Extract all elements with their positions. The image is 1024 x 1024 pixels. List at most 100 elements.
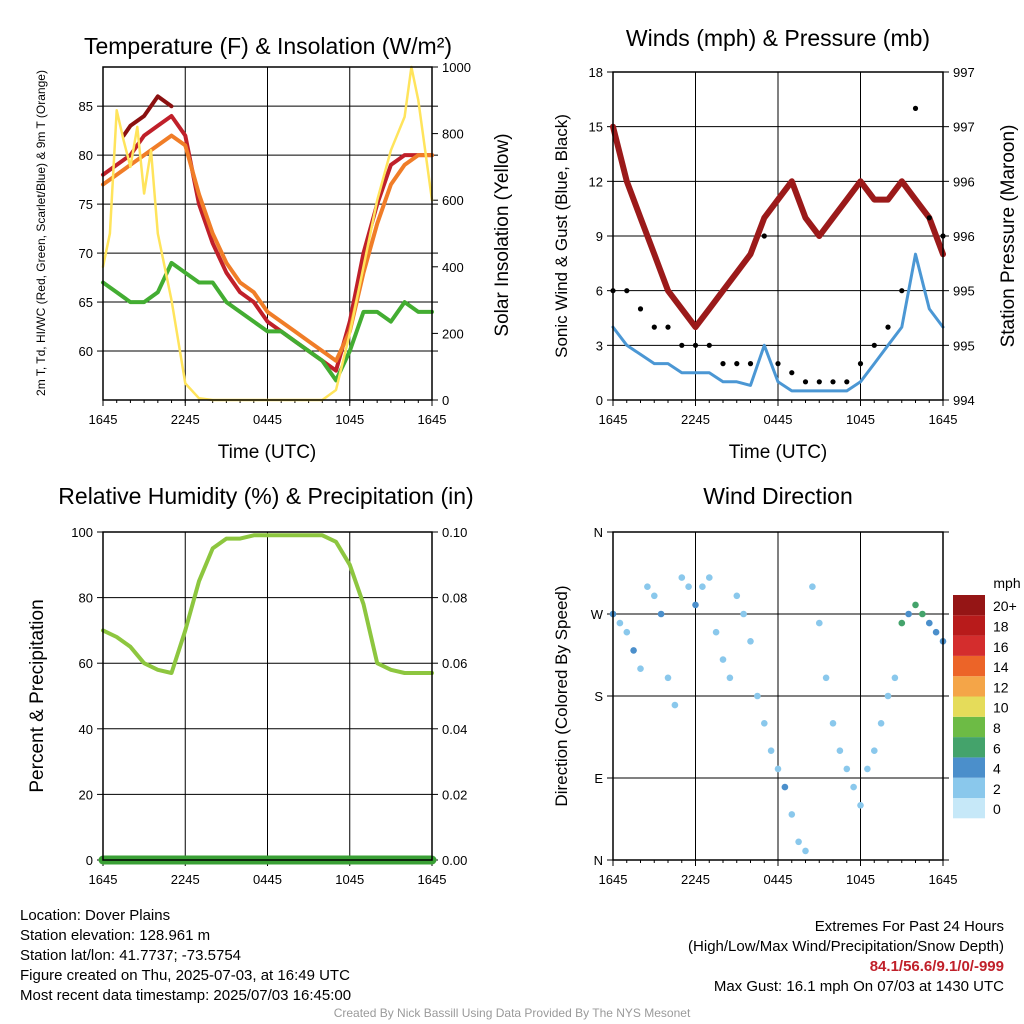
y-axis-label: Percent & Precipitation (27, 599, 48, 792)
direction-point (898, 619, 906, 627)
direction-point (877, 720, 885, 727)
x-tick-label: 2245 (171, 412, 200, 427)
y2-tick-label: 1000 (442, 60, 471, 75)
colorbar-swatch (953, 615, 985, 636)
y-tick-label: 60 (79, 344, 93, 359)
direction-point (706, 574, 713, 581)
direction-point (754, 692, 761, 700)
y-tick-label: S (594, 689, 603, 704)
x-tick-label: 0445 (253, 412, 282, 427)
colorbar-swatch (953, 595, 985, 616)
gust-point (899, 288, 905, 294)
gust-point (885, 324, 891, 330)
y-tick-label: 15 (589, 120, 603, 135)
y2-tick-label: 0.00 (442, 853, 467, 868)
colorbar-swatch (953, 716, 985, 738)
extremes-panel: Extremes For Past 24 Hours (High/Low/Max… (688, 917, 1004, 997)
direction-point (767, 747, 775, 754)
x-tick-label: 1645 (929, 872, 958, 887)
direction-point (864, 765, 871, 773)
max-gust-text: Max Gust: 16.1 mph On 07/03 at 1430 UTC (713, 978, 1004, 995)
series-line-3 (101, 133, 434, 363)
y2-tick-label: 996 (953, 229, 975, 244)
series-line-1 (101, 533, 434, 675)
colorbar-label: 8 (993, 720, 1001, 736)
gust-point (926, 215, 932, 221)
y-tick-label: W (591, 607, 604, 622)
direction-point (822, 674, 830, 682)
direction-point (857, 802, 864, 809)
chart-title: Temperature (F) & Insolation (W/m²) (84, 33, 452, 59)
x-tick-label: 1645 (89, 872, 118, 887)
direction-point (905, 610, 912, 618)
chart-2: 0 994 3 995 6 995 9 996 12 996 15 997 18 997 1645 2245 0… (552, 25, 1019, 463)
gust-point (692, 342, 699, 348)
x-tick-label: 1045 (335, 872, 364, 887)
chart-3: 0 0.00 20 0.02 40 0.04 60 0.06 80 0.08 100 0.10 1645… (27, 483, 474, 887)
y-tick-label: 75 (79, 197, 93, 212)
x-tick-label: 1645 (599, 872, 628, 887)
direction-point (747, 638, 754, 645)
y2-tick-label: 0 (442, 393, 449, 408)
y2-tick-label: 996 (953, 174, 975, 189)
colorbar-label: 16 (993, 639, 1009, 655)
x-tick-label: 1645 (599, 412, 628, 427)
direction-point (712, 628, 720, 636)
direction-point (692, 601, 699, 609)
elevation-text: Station elevation: 128.961 m (20, 927, 211, 944)
y2-tick-label: 200 (442, 326, 464, 341)
colorbar-swatch (953, 676, 985, 697)
direction-point (678, 574, 686, 581)
gust-point (747, 361, 754, 367)
gust-point (816, 379, 822, 385)
y-axis-label: 2m T, Td, HI/WC (Red, Green, Scarlet/Blu… (34, 70, 48, 396)
direction-point (630, 647, 637, 654)
colorbar-swatch (953, 696, 985, 717)
colorbar-title: mph (993, 575, 1020, 591)
series-line-1 (610, 123, 946, 331)
direction-point (926, 619, 933, 627)
direction-point (685, 583, 692, 590)
series-line-2 (121, 94, 174, 138)
direction-point (850, 783, 857, 791)
gust-point (720, 361, 726, 367)
direction-point (726, 674, 734, 682)
y2-tick-label: 997 (953, 65, 975, 80)
y-tick-label: 65 (79, 295, 93, 310)
y2-tick-label: 0.10 (442, 525, 467, 540)
colorbar-swatch (953, 757, 985, 778)
gust-point (830, 379, 836, 385)
x-axis-label: Time (UTC) (729, 442, 828, 463)
gust-point (802, 379, 809, 385)
plot-border (102, 66, 433, 401)
y-tick-label: 80 (79, 148, 93, 163)
direction-point (788, 811, 796, 818)
x-tick-label: 1045 (846, 872, 875, 887)
gust-point (912, 105, 919, 111)
direction-point (795, 838, 802, 846)
credit-text: Created By Nick Bassill Using Data Provi… (333, 1006, 691, 1020)
x-tick-label: 0445 (764, 872, 793, 887)
x-tick-label: 0445 (764, 412, 793, 427)
station-info: Location: Dover Plains Station elevation… (20, 906, 351, 1006)
x-axis-label: Time (UTC) (218, 442, 317, 463)
series-line-5 (101, 65, 434, 402)
direction-point (932, 628, 940, 636)
direction-point (871, 747, 878, 754)
x-tick-label: 1645 (418, 412, 447, 427)
created-text: Figure created on Thu, 2025-07-03, at 16… (20, 967, 350, 984)
x-tick-label: 1645 (418, 872, 447, 887)
x-tick-label: 2245 (171, 872, 200, 887)
direction-point (616, 619, 624, 627)
y-tick-label: 18 (589, 65, 603, 80)
direction-point (671, 701, 679, 709)
direction-point (802, 847, 809, 855)
y-tick-label: 6 (596, 284, 603, 299)
direction-point (657, 610, 665, 618)
gust-point (871, 342, 877, 348)
y2-tick-label: 0.04 (442, 722, 467, 737)
chart-1: 60 65 70 75 80 85 1645 2245 0445 1045 1645 0 200 400 6… (34, 33, 513, 463)
y2-tick-label: 600 (442, 193, 464, 208)
colorbar-label: 4 (993, 761, 1001, 777)
chart-title: Winds (mph) & Pressure (mb) (626, 25, 930, 51)
